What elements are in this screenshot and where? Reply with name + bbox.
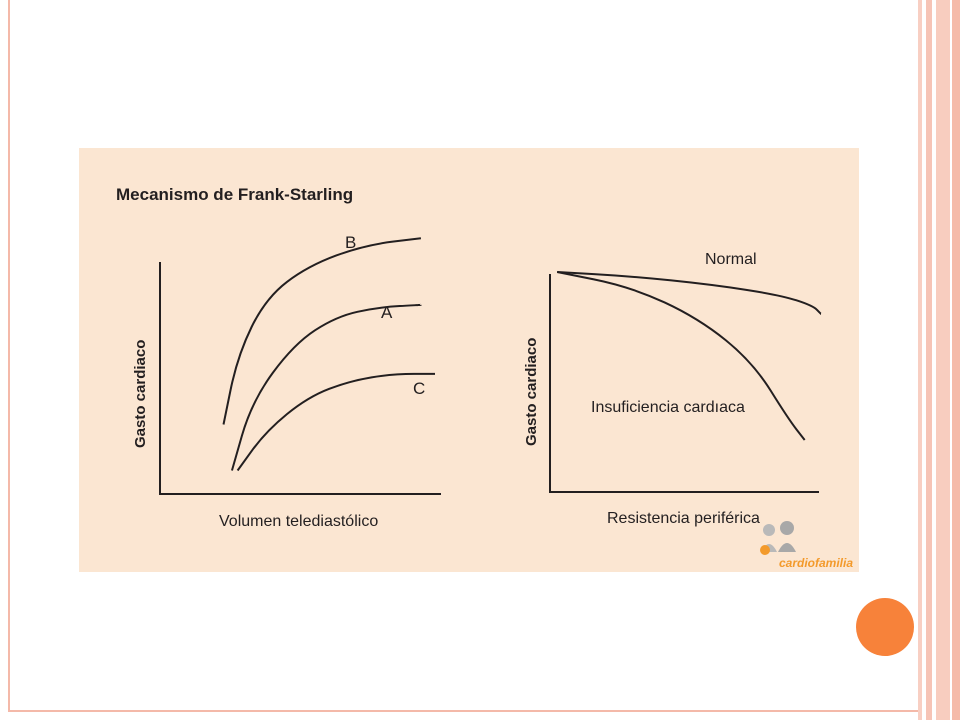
logo-figure-body-2 (778, 543, 796, 552)
logo-figure-head-1 (763, 524, 775, 536)
right-y-axis-label: Gasto cardiaco (523, 338, 540, 446)
accent-circle (856, 598, 914, 656)
series-line-b (222, 237, 422, 425)
left-x-axis-label: Volumen telediastólico (219, 513, 378, 530)
series-line-insuficiencia-card-aca (556, 271, 806, 441)
series-line-a (230, 303, 421, 471)
frank-starling-figure: Mecanismo de Frank-Starling B A C Volumen … (116, 185, 853, 570)
chart-right: Normal Insuficiencia cardıaca Resistencia… (523, 251, 822, 527)
series-label-c: C (413, 379, 425, 398)
figure-title: Mecanismo de Frank-Starling (116, 185, 353, 204)
chart-left: B A C Volumen telediastólico Gasto cardiac… (132, 233, 441, 530)
right-decorative-stripes (918, 0, 960, 720)
slide-frame (8, 0, 918, 712)
figure-panel: Mecanismo de Frank-Starling B A C Volumen … (79, 148, 859, 572)
logo-figure-head-2 (780, 521, 794, 535)
logo-heart-icon (760, 545, 770, 555)
series-label-normal: Normal (705, 251, 757, 268)
right-x-axis-label: Resistencia periférica (607, 510, 760, 527)
left-series-group: B A C (222, 233, 436, 472)
series-label-insuficiencia-card-aca: Insuficiencia cardıaca (591, 399, 745, 416)
logo-text: cardiofamilia (779, 556, 853, 570)
right-series-group: Normal Insuficiencia cardıaca (556, 251, 822, 441)
series-label-a: A (381, 303, 393, 322)
cardiofamilia-logo: cardiofamilia (760, 521, 853, 570)
series-line-c (236, 372, 436, 472)
series-line-normal (557, 271, 822, 315)
left-y-axis-label: Gasto cardiaco (132, 340, 149, 448)
series-label-b: B (345, 233, 356, 252)
